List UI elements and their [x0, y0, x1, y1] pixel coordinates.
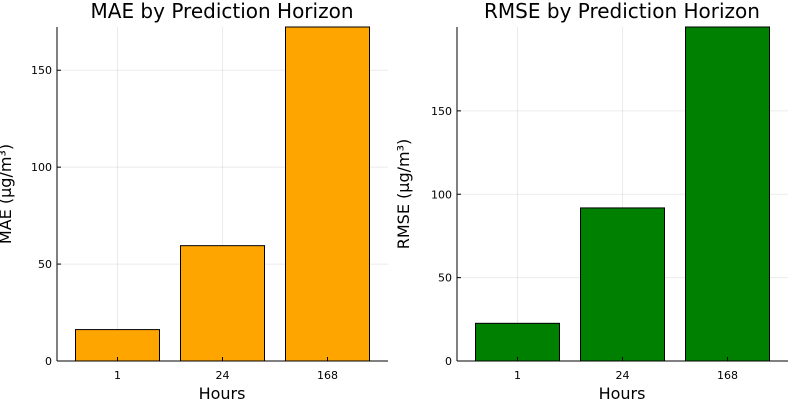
rmse-y-tick-label: 50 [438, 272, 452, 285]
mae-chart-title: MAE by Prediction Horizon [91, 0, 354, 23]
rmse-x-tick-label: 168 [717, 369, 738, 382]
rmse-chart-title: RMSE by Prediction Horizon [484, 0, 760, 23]
mae-y-tick-label: 150 [31, 64, 52, 77]
mae-bar-168 [285, 26, 370, 362]
mae-x-tick-label: 24 [216, 369, 230, 382]
mae-y-tick-label: 100 [31, 161, 52, 174]
rmse-y-axis-label: RMSE (μg/m³) [394, 139, 413, 249]
rmse-x-tick-label: 1 [514, 369, 521, 382]
rmse-bar-168 [685, 26, 770, 362]
rmse-x-tick-label: 24 [616, 369, 630, 382]
rmse-x-axis-label: Hours [599, 384, 646, 400]
rmse-bar-24 [580, 207, 665, 362]
mae-y-tick-label: 50 [38, 258, 52, 271]
mae-y-axis-label: MAE (μg/m³) [0, 144, 15, 244]
mae-x-tick-label: 1 [114, 369, 121, 382]
rmse-y-tick-label: 0 [445, 355, 452, 368]
rmse-chart-panel: 0 50 100 150 1 24 168 RMSE by Prediction Horizo… [394, 0, 788, 400]
mae-bar-24 [180, 245, 265, 362]
mae-chart-panel: 0 50 100 150 1 24 168 MAE by Prediction Horizon… [0, 0, 388, 400]
rmse-y-tick-label: 150 [431, 105, 452, 118]
mae-y-tick-label: 0 [45, 355, 52, 368]
mae-bar-1 [75, 329, 160, 362]
rmse-bar-1 [475, 322, 560, 362]
mae-x-axis-label: Hours [199, 384, 246, 400]
rmse-y-tick-label: 100 [431, 188, 452, 201]
mae-x-tick-label: 168 [317, 369, 338, 382]
